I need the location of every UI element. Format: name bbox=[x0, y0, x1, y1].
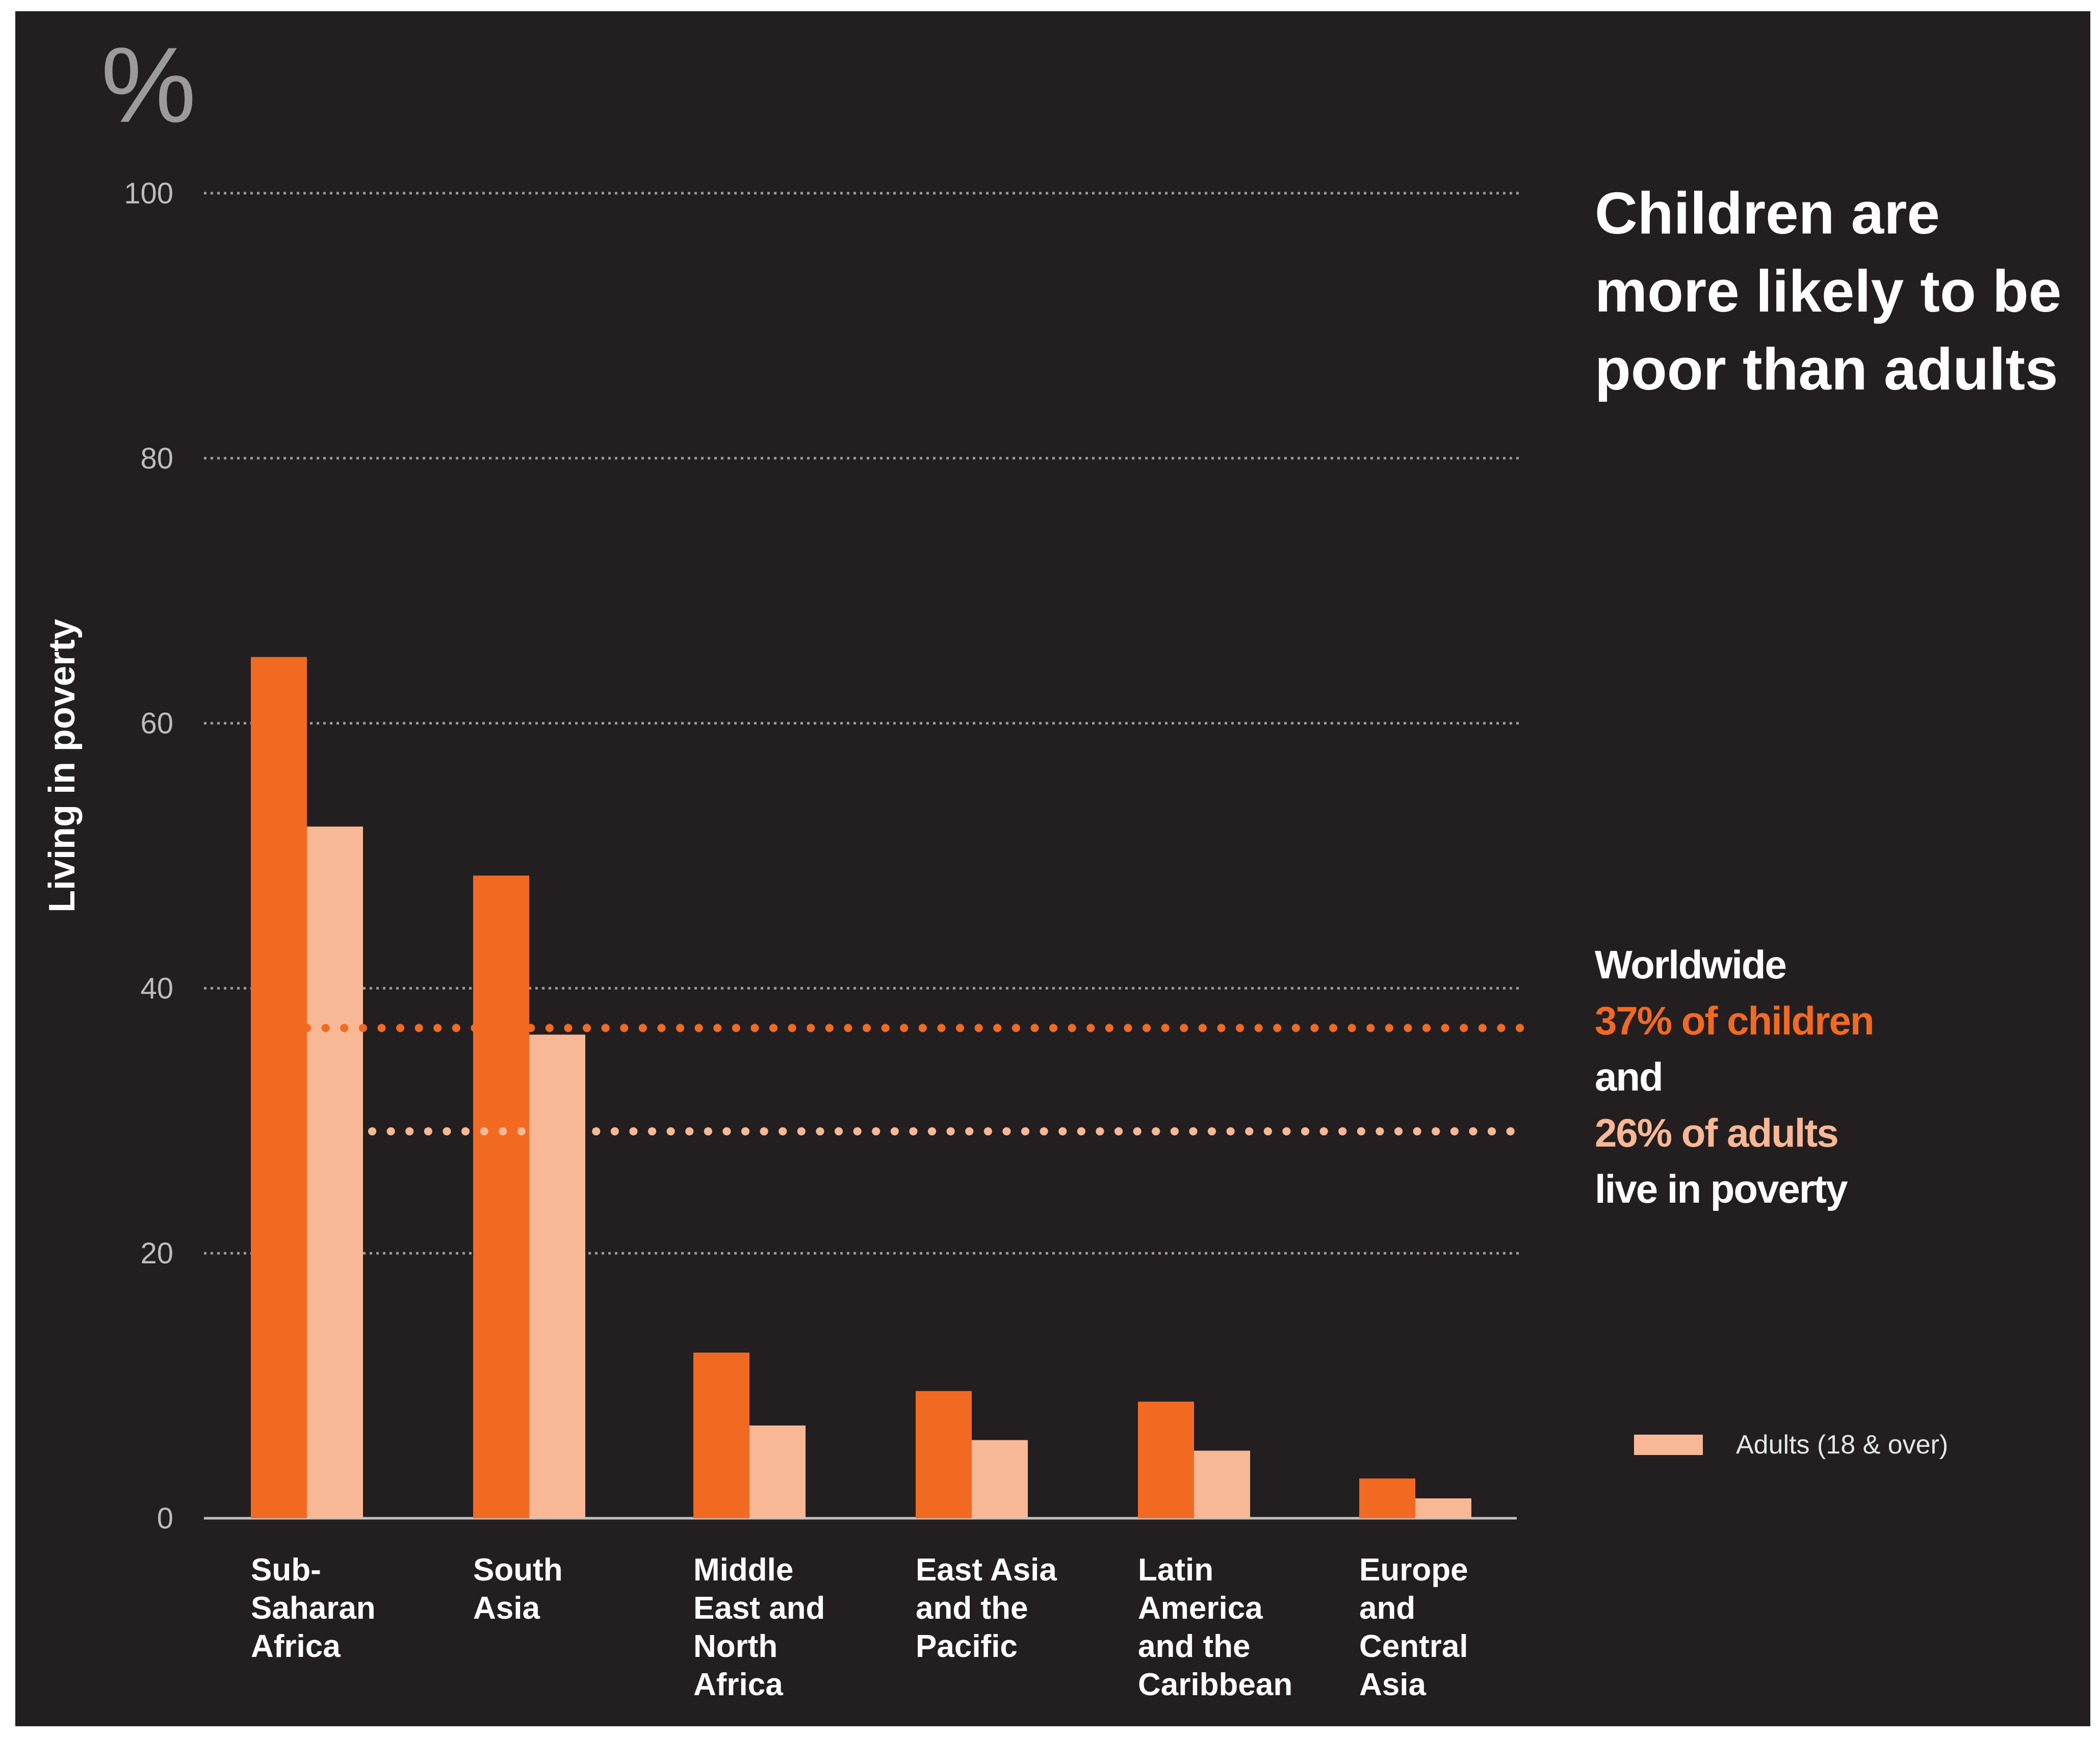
y-tick-label-20: 20 bbox=[140, 1237, 173, 1270]
bar-adults-1 bbox=[529, 1034, 585, 1518]
bar-children-4 bbox=[1138, 1401, 1194, 1518]
y-tick-label-60: 60 bbox=[140, 707, 173, 740]
callout-adults-pct: 26% of adults bbox=[1595, 1110, 1839, 1155]
category-label-4: Latin America and the Caribbean bbox=[1138, 1552, 1293, 1702]
category-label-2: Middle East and North Africa bbox=[693, 1552, 825, 1702]
legend: Adults (18 & over) bbox=[1634, 1429, 2057, 1464]
chart-title: Children are more likely to be poor than… bbox=[1595, 180, 2062, 402]
category-label-3: East Asia and the Pacific bbox=[916, 1552, 1057, 1664]
worldwide-callout: Worldwide 37% of children and 26% of adu… bbox=[1595, 937, 2054, 1217]
y-tick-label-0: 0 bbox=[157, 1502, 173, 1535]
chart-panel: % Living in poverty 0 20 40 60 80 100 Childre… bbox=[15, 11, 2090, 1726]
bar-children-1 bbox=[473, 875, 529, 1518]
callout-line-live-in-poverty: live in poverty bbox=[1595, 1166, 1848, 1211]
y-tick-label-80: 80 bbox=[140, 442, 173, 475]
bar-children-5 bbox=[1359, 1478, 1415, 1518]
legend-label-adults: Adults (18 & over) bbox=[1736, 1430, 1949, 1460]
bar-adults-4 bbox=[1194, 1450, 1250, 1518]
category-label-1: South Asia bbox=[473, 1552, 563, 1626]
bar-adults-3 bbox=[972, 1440, 1028, 1518]
callout-line-and: and bbox=[1595, 1054, 1664, 1099]
bar-children-2 bbox=[693, 1353, 749, 1518]
y-tick-label-40: 40 bbox=[140, 972, 173, 1005]
category-label-0: Sub- Saharan Africa bbox=[251, 1552, 376, 1664]
y-tick-label-100: 100 bbox=[124, 177, 173, 210]
callout-line-worldwide: Worldwide bbox=[1595, 942, 1787, 987]
bar-children-3 bbox=[916, 1391, 972, 1518]
bar-adults-0 bbox=[307, 826, 363, 1518]
callout-children-pct: 37% of children bbox=[1595, 998, 1874, 1043]
bar-children-0 bbox=[251, 657, 307, 1518]
percent-unit-symbol: % bbox=[101, 25, 196, 145]
bar-adults-2 bbox=[749, 1425, 806, 1518]
bar-adults-5 bbox=[1415, 1498, 1471, 1518]
category-label-5: Europe and Central Asia bbox=[1359, 1552, 1468, 1702]
bar-chart: 0 20 40 60 80 100 bbox=[124, 177, 1531, 1535]
legend-swatch-adults bbox=[1634, 1435, 1703, 1455]
